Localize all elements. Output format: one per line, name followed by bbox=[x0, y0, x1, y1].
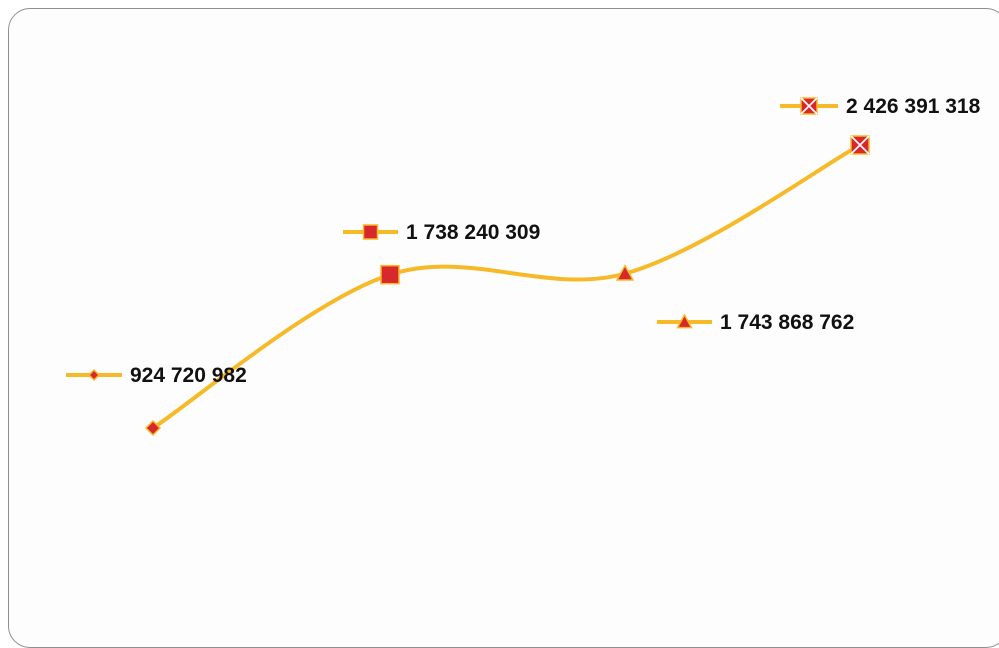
data-label-3: 1 743 868 762 bbox=[657, 311, 854, 334]
data-point-4 bbox=[850, 135, 870, 155]
data-label-key-icon-4 bbox=[800, 97, 818, 115]
data-label-key-icon-1 bbox=[87, 368, 101, 382]
data-label-text-2: 1 738 240 309 bbox=[406, 221, 540, 244]
data-point-3 bbox=[615, 264, 635, 281]
data-label-text-1: 924 720 982 bbox=[130, 364, 247, 387]
data-point-2 bbox=[380, 264, 400, 285]
data-markers bbox=[144, 135, 870, 437]
series-line bbox=[151, 143, 862, 430]
data-label-text-3: 1 743 868 762 bbox=[720, 311, 854, 334]
data-labels: 924 720 982 1 738 240 309 1 743 868 762 2 4… bbox=[66, 95, 981, 387]
data-label-1: 924 720 982 bbox=[66, 364, 247, 387]
data-point-1 bbox=[144, 419, 162, 437]
line-chart: 924 720 982 1 738 240 309 1 743 868 762 2 4… bbox=[66, 95, 981, 437]
data-label-key-icon-2 bbox=[362, 224, 379, 240]
data-label-4: 2 426 391 318 bbox=[780, 95, 981, 118]
data-label-2: 1 738 240 309 bbox=[343, 221, 540, 244]
data-label-text-4: 2 426 391 318 bbox=[846, 95, 981, 118]
chart-frame bbox=[8, 8, 999, 648]
data-label-key-icon-3 bbox=[676, 313, 693, 329]
